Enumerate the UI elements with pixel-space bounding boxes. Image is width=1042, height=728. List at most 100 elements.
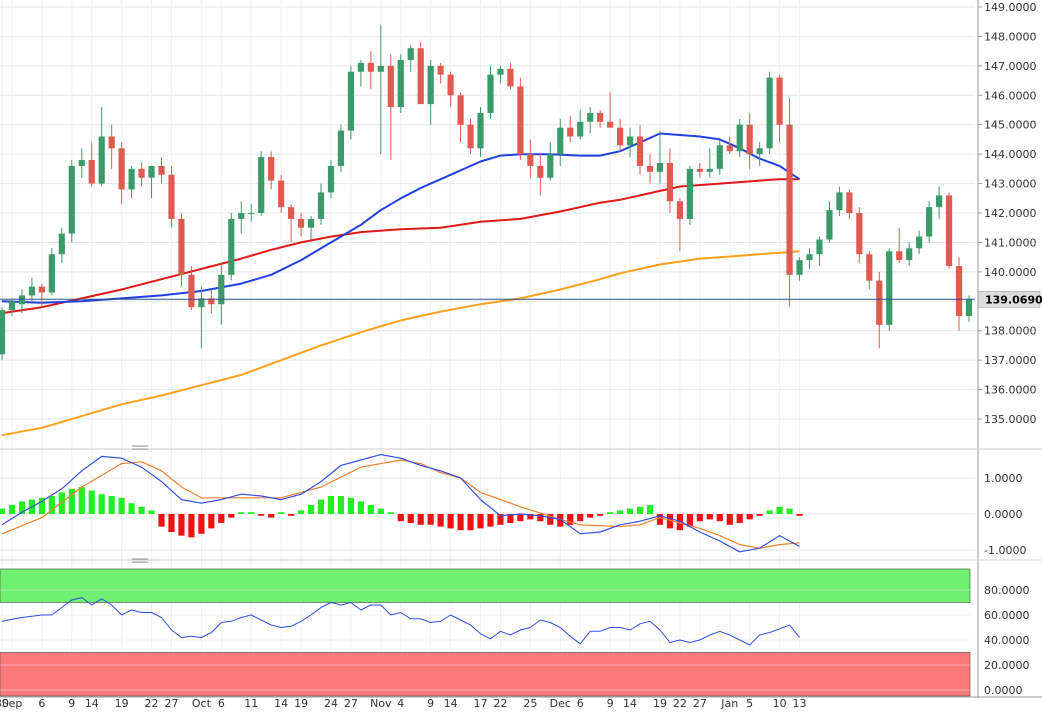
macd-histogram-bar: [726, 514, 733, 525]
price-tick-label: 141.0000: [984, 236, 1037, 249]
macd-panel: 1.0000 0.0000 -1.0000: [0, 454, 1026, 557]
macd-histogram-bar: [686, 514, 693, 527]
macd-histogram-bar: [327, 496, 335, 514]
macd-histogram-bar: [746, 514, 753, 520]
macd-histogram-bar: [367, 505, 374, 514]
candle-body: [607, 121, 614, 128]
candle-body: [876, 280, 883, 325]
macd-tick-label: 1.0000: [984, 472, 1023, 485]
macd-histogram-bar: [557, 514, 564, 527]
date-tick-label: 11: [244, 697, 258, 710]
candle-body: [906, 248, 913, 261]
price-tick-label: 146.0000: [984, 89, 1037, 102]
rsi-tick-label: 60.0000: [984, 609, 1030, 622]
macd-histogram-bar: [307, 505, 315, 514]
macd-histogram-bar: [447, 514, 454, 529]
rsi-tick-label: 20.0000: [984, 659, 1030, 672]
candle-body: [736, 124, 743, 152]
candle-body: [916, 236, 923, 249]
candle-body: [377, 65, 384, 72]
macd-histogram-bar: [656, 514, 664, 525]
date-tick-label: 30: [0, 697, 9, 710]
candle-body: [158, 165, 165, 175]
macd-histogram-bar: [138, 506, 145, 514]
macd-histogram-bar: [796, 514, 803, 516]
date-tick-label: 24: [324, 697, 338, 710]
macd-histogram-bar: [457, 514, 464, 531]
candle-body: [68, 165, 75, 234]
macd-histogram-bar: [427, 514, 434, 525]
candle-body: [188, 274, 195, 308]
sma-orange-line: [1, 250, 800, 437]
date-tick-label: 14: [274, 697, 288, 710]
macd-histogram-bar: [48, 496, 55, 514]
macd-histogram-bar: [158, 514, 165, 527]
date-tick-label: 6: [38, 697, 45, 710]
macd-histogram-bar: [756, 514, 763, 516]
macd-histogram-bar: [248, 512, 255, 514]
macd-histogram-bar: [8, 505, 16, 514]
candle-body: [327, 165, 335, 193]
date-tick-label: 27: [164, 697, 178, 710]
macd-histogram-bar: [626, 508, 634, 514]
date-tick-label: Jan: [720, 697, 738, 710]
candle-body: [28, 286, 35, 296]
macd-histogram-bar: [776, 506, 783, 514]
candle-body: [198, 298, 205, 308]
candle-body: [208, 298, 215, 305]
candle-body: [178, 218, 185, 275]
macd-histogram-bar: [477, 514, 484, 529]
macd-histogram-bar: [467, 514, 474, 531]
candle-body: [18, 295, 26, 305]
date-tick-label: 27: [344, 697, 358, 710]
candle-body: [148, 165, 155, 178]
candle-body: [766, 77, 773, 149]
date-tick-label: Sep: [2, 697, 23, 710]
candle-body: [248, 213, 255, 215]
date-tick-label: 14: [623, 697, 637, 710]
candle-body: [587, 112, 594, 122]
macd-histogram-bar: [597, 514, 604, 516]
candle-body: [945, 195, 953, 266]
candle-body: [467, 124, 474, 149]
candle-body: [776, 77, 783, 125]
candle-body: [367, 62, 374, 72]
candle-body: [676, 201, 683, 219]
macd-histogram-bar: [397, 514, 404, 522]
candle-body: [557, 127, 564, 155]
macd-histogram-bar: [128, 503, 135, 514]
candle-body: [118, 148, 125, 190]
candle-body: [816, 239, 823, 255]
date-tick-label: 5: [746, 697, 753, 710]
candle-body: [756, 148, 763, 155]
candle-body: [108, 136, 115, 149]
macd-histogram-bar: [18, 501, 26, 514]
macd-histogram-bar: [616, 510, 624, 514]
candle-body: [726, 145, 733, 152]
panel-dividers: [0, 0, 1042, 698]
date-tick-label: 22: [673, 697, 687, 710]
candle-body: [696, 168, 703, 172]
candle-body: [487, 74, 494, 113]
candle-body: [517, 86, 524, 155]
macd-histogram-bar: [88, 490, 95, 514]
macd-histogram-bar: [517, 514, 524, 522]
rsi-tick-label: 80.0000: [984, 584, 1030, 597]
price-tick-label: 147.0000: [984, 60, 1037, 73]
macd-histogram-bar: [148, 510, 155, 514]
macd-histogram-bar: [58, 492, 65, 514]
date-tick-label: Nov: [370, 697, 392, 710]
candle-body: [288, 207, 295, 219]
price-panel: 149.0000 148.0000 147.0000 146.0000 145.0000…: [0, 0, 1042, 697]
candle-body: [457, 95, 464, 125]
candle-body: [337, 130, 345, 166]
candle-body: [666, 162, 674, 202]
macd-histogram-bar: [78, 487, 85, 514]
candle-body: [686, 168, 693, 219]
macd-signal-line: [1, 459, 800, 549]
resize-handle: [132, 445, 148, 447]
macd-histogram-bar: [527, 514, 534, 520]
macd-histogram-bar: [636, 506, 644, 514]
